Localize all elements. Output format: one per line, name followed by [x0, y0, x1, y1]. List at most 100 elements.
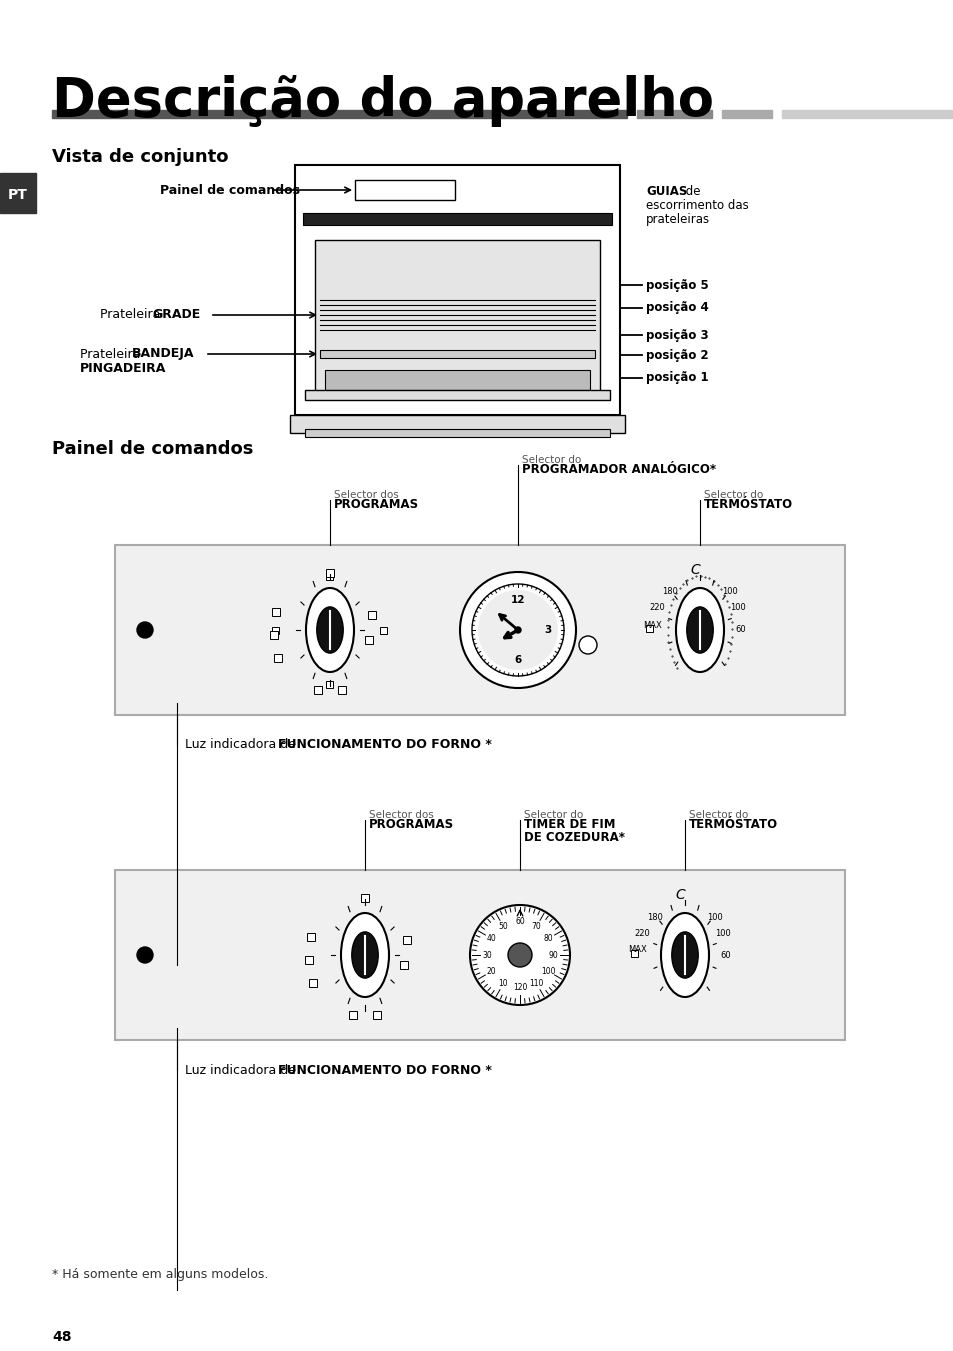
Text: DE COZEDURA*: DE COZEDURA*	[523, 831, 624, 844]
Text: posição 4: posição 4	[645, 301, 708, 315]
Text: Vista de conjunto: Vista de conjunto	[52, 149, 229, 166]
Text: Selector do: Selector do	[703, 490, 762, 500]
Text: Luz indicadora de: Luz indicadora de	[185, 1063, 299, 1077]
Text: Luz indicadora de: Luz indicadora de	[185, 739, 299, 751]
Text: TIMER DE FIM: TIMER DE FIM	[523, 817, 615, 831]
Text: 220: 220	[649, 604, 664, 612]
Bar	[365, 636, 373, 644]
Text: 20: 20	[486, 967, 496, 975]
Text: PROGRAMAS: PROGRAMAS	[369, 817, 454, 831]
Ellipse shape	[306, 588, 354, 671]
Bar	[325, 370, 589, 390]
Bar	[373, 1011, 380, 1019]
Bar	[319, 350, 595, 358]
Bar	[115, 544, 844, 715]
Text: posição 2: posição 2	[645, 349, 708, 362]
Bar	[631, 950, 638, 957]
Bar	[349, 1011, 356, 1019]
Text: C: C	[689, 563, 700, 577]
Text: MAX: MAX	[628, 946, 646, 955]
Text: Selector do: Selector do	[521, 455, 580, 465]
Text: 50: 50	[498, 921, 508, 931]
Bar	[646, 624, 653, 631]
Text: 120: 120	[513, 984, 527, 993]
Bar	[399, 961, 408, 969]
Bar	[314, 686, 322, 694]
Text: posição 3: posição 3	[645, 328, 708, 342]
Bar	[303, 213, 612, 226]
Text: 12: 12	[510, 594, 525, 605]
Circle shape	[507, 943, 532, 967]
Bar	[326, 569, 334, 577]
Bar	[721, 109, 771, 118]
Text: 60: 60	[720, 951, 730, 959]
Text: 100: 100	[714, 928, 730, 938]
Text: prateleiras: prateleiras	[645, 213, 709, 226]
Circle shape	[472, 584, 563, 676]
Text: 60: 60	[515, 917, 524, 927]
Circle shape	[137, 947, 152, 963]
Bar	[355, 180, 455, 200]
Circle shape	[137, 621, 152, 638]
Circle shape	[515, 627, 520, 634]
Text: de: de	[681, 185, 700, 199]
Text: 100: 100	[540, 967, 556, 975]
Text: 80: 80	[543, 934, 553, 943]
Text: posição 5: posição 5	[645, 278, 708, 292]
Text: Selector dos: Selector dos	[334, 490, 398, 500]
Text: GUIAS: GUIAS	[645, 185, 687, 199]
Bar	[272, 608, 280, 616]
Text: Prateleira: Prateleira	[80, 347, 144, 361]
Circle shape	[578, 636, 597, 654]
Text: Selector dos: Selector dos	[369, 811, 434, 820]
Text: BANDEJA: BANDEJA	[132, 347, 194, 361]
Bar	[309, 979, 316, 988]
Text: 6: 6	[514, 655, 521, 665]
Bar	[326, 573, 334, 580]
Ellipse shape	[340, 913, 389, 997]
Bar	[274, 654, 282, 662]
Bar	[305, 957, 313, 965]
Text: 10: 10	[498, 979, 508, 988]
Text: PROGRAMAS: PROGRAMAS	[334, 499, 418, 511]
Bar	[326, 681, 334, 688]
Ellipse shape	[671, 932, 698, 978]
Bar	[637, 109, 711, 118]
Text: 100: 100	[729, 604, 745, 612]
Text: escorrimento das: escorrimento das	[645, 199, 748, 212]
Bar	[270, 631, 277, 639]
Text: 100: 100	[721, 588, 737, 597]
Bar	[52, 109, 626, 118]
Text: TERMÓSTATO: TERMÓSTATO	[703, 499, 792, 511]
Bar	[337, 686, 346, 694]
Text: 180: 180	[661, 588, 678, 597]
Bar	[294, 165, 619, 415]
Bar	[273, 627, 279, 634]
Bar	[290, 415, 624, 434]
Text: Selector do: Selector do	[688, 811, 747, 820]
Bar	[360, 894, 369, 902]
Bar	[305, 430, 609, 436]
Text: PROGRAMADOR ANALÓGICO*: PROGRAMADOR ANALÓGICO*	[521, 463, 716, 476]
Circle shape	[470, 905, 569, 1005]
Text: 70: 70	[531, 921, 540, 931]
Text: 220: 220	[634, 928, 649, 938]
Ellipse shape	[676, 588, 723, 671]
Text: Painel de comandos: Painel de comandos	[160, 184, 299, 196]
Circle shape	[459, 571, 576, 688]
Text: 40: 40	[486, 934, 496, 943]
Text: 180: 180	[646, 912, 662, 921]
Text: Descrição do aparelho: Descrição do aparelho	[52, 76, 713, 127]
Bar	[380, 627, 387, 634]
Text: 110: 110	[529, 979, 543, 988]
Circle shape	[477, 590, 558, 670]
Text: Painel de comandos: Painel de comandos	[52, 440, 253, 458]
Bar	[781, 109, 951, 118]
Text: TERMÓSTATO: TERMÓSTATO	[688, 817, 778, 831]
Bar	[305, 390, 609, 400]
Ellipse shape	[660, 913, 708, 997]
Bar	[368, 611, 375, 619]
Text: 3: 3	[544, 626, 551, 635]
Text: Selector do: Selector do	[523, 811, 582, 820]
Text: PINGADEIRA: PINGADEIRA	[80, 362, 166, 376]
